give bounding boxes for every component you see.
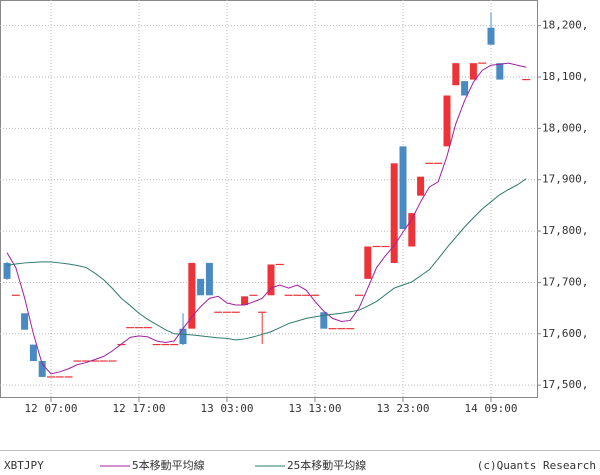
candle-body	[417, 176, 425, 196]
candle-body	[461, 81, 469, 96]
candle-body	[364, 246, 372, 279]
y-tick-label: 17,600,	[542, 327, 588, 340]
credit: (c)Quants Research	[477, 459, 596, 472]
candle-body	[390, 163, 398, 263]
candle-body	[408, 213, 416, 247]
candle-body	[487, 27, 495, 45]
x-tick-label: 13 03:00	[201, 402, 254, 415]
legend-label: 5本移動平均線	[132, 458, 205, 472]
candle-body	[197, 278, 205, 296]
ma-line	[6, 178, 527, 341]
x-tick-label: 14 09:00	[465, 402, 518, 415]
candle-body	[29, 344, 37, 362]
candle-body	[443, 95, 451, 147]
x-tick-label: 12 07:00	[25, 402, 78, 415]
candle-body	[452, 63, 460, 86]
candle-body	[469, 63, 477, 80]
x-tick-label: 13 13:00	[289, 402, 342, 415]
ma-line	[6, 62, 527, 375]
y-tick-label: 17,800,	[542, 224, 588, 237]
candle-body	[38, 361, 46, 377]
y-tick-label: 17,500,	[542, 378, 588, 391]
legend-label: 25本移動平均線	[287, 458, 366, 472]
y-tick-label: 18,000,	[542, 121, 588, 134]
candle-body	[267, 264, 275, 296]
candle-body	[241, 296, 249, 306]
y-tick-label: 17,700,	[542, 275, 588, 288]
candle-body	[179, 328, 187, 345]
x-tick-label: 12 17:00	[113, 402, 166, 415]
y-tick-label: 18,100,	[542, 70, 588, 83]
y-tick-label: 17,900,	[542, 173, 588, 186]
candle-body	[21, 313, 29, 330]
candle-body	[3, 262, 11, 279]
x-tick-label: 13 23:00	[377, 402, 430, 415]
candle-body	[496, 63, 504, 80]
candle-body	[320, 312, 328, 329]
candle-body	[205, 262, 213, 296]
symbol: XBTJPY	[4, 459, 44, 472]
y-tick-label: 18,200,	[542, 19, 588, 32]
candle-body	[399, 146, 407, 230]
candle-body	[188, 262, 196, 329]
plot-frame	[0, 0, 538, 398]
